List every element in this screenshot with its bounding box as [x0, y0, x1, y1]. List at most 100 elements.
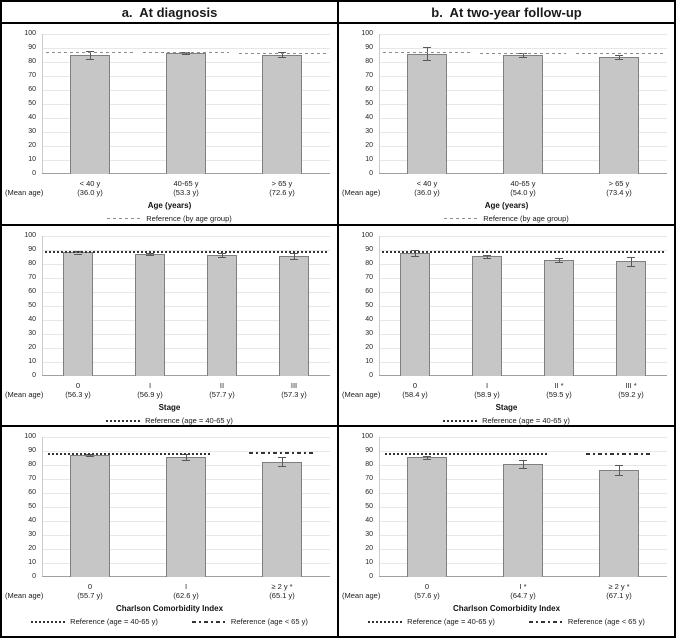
y-tick-label: 80	[28, 260, 36, 267]
y-tick-label: 20	[28, 344, 36, 351]
mean-age-value: (56.3 y)	[65, 390, 91, 399]
gridline	[42, 334, 330, 335]
y-tick-label: 40	[365, 517, 373, 524]
legend: Reference (by age group)	[2, 214, 337, 223]
y-tick-label: 60	[365, 489, 373, 496]
category-name: I	[184, 582, 188, 591]
y-tick-label: 0	[369, 573, 373, 580]
row-stage: 0 10 20 30 40 50 60 70 80 90 100 0 (56.3 y) I (56.9 y)…	[2, 226, 674, 427]
mean-age-row-label: (Mean age)	[342, 591, 381, 600]
gridline	[379, 250, 667, 251]
mean-age-value: (67.1 y)	[606, 591, 632, 600]
y-tick-label: 90	[365, 447, 373, 454]
reference-line	[576, 52, 663, 54]
error-bar-cap	[627, 266, 635, 268]
error-bar-cap	[615, 465, 623, 466]
y-tick-label: 10	[28, 358, 36, 365]
bar	[70, 55, 110, 174]
category-label: I * (64.7 y)	[478, 582, 568, 600]
mean-age-row-label: (Mean age)	[5, 188, 44, 197]
y-tick-label: 30	[28, 330, 36, 337]
bar	[407, 53, 447, 174]
category-name: III	[290, 381, 298, 390]
category-name: < 40 y	[79, 179, 101, 188]
legend-entry: Reference (age = 40-65 y)	[106, 416, 233, 425]
error-bar-cap	[519, 459, 527, 461]
gridline	[42, 264, 330, 265]
y-axis-line	[379, 437, 380, 577]
category-label: II (57.7 y)	[177, 381, 267, 399]
category-name: > 65 y	[271, 179, 293, 188]
category-label: > 65 y (72.6 y)	[237, 179, 327, 197]
error-bar-cap	[146, 253, 154, 255]
reference-line	[143, 52, 229, 54]
error-bar	[487, 254, 488, 258]
y-tick-label: 70	[28, 72, 36, 79]
legend-entry: Reference (age < 65 y)	[528, 617, 645, 626]
gridline	[379, 362, 667, 363]
y-tick-label: 30	[365, 330, 373, 337]
legend-label: Reference (age = 40-65 y)	[407, 617, 495, 626]
gridline	[379, 451, 667, 452]
mean-age-value: (62.6 y)	[173, 591, 199, 600]
bar	[262, 461, 302, 577]
legend: Reference (age = 40-65 y) Reference (age …	[2, 617, 337, 626]
x-axis-title: Charlson Comorbidity Index	[452, 604, 561, 613]
mean-age-row-label: (Mean age)	[342, 188, 381, 197]
gridline	[379, 334, 667, 335]
column-title-followup: b. At two-year follow-up	[339, 2, 674, 22]
bar	[135, 254, 165, 376]
y-tick-label: 10	[365, 559, 373, 566]
error-bar	[427, 455, 428, 459]
error-bar-cap	[218, 253, 226, 255]
reference-line	[44, 251, 328, 254]
error-bar-cap	[423, 455, 431, 457]
gridline	[379, 437, 667, 438]
error-bar	[523, 459, 524, 468]
gridline	[42, 250, 330, 251]
x-axis-title: Stage	[158, 403, 181, 412]
y-tick-label: 50	[365, 503, 373, 510]
legend-entry: Reference (age = 40-65 y)	[31, 617, 158, 626]
error-bar-cap	[555, 261, 563, 263]
y-tick-label: 60	[28, 288, 36, 295]
mean-age-value: (57.6 y)	[414, 591, 440, 600]
error-bar	[186, 454, 187, 460]
y-tick-label: 90	[365, 246, 373, 253]
gridline	[42, 48, 330, 49]
gridline	[379, 48, 667, 49]
dashdot-line-icon	[191, 620, 226, 623]
error-bar-cap	[483, 254, 491, 256]
chart-panel-age-followup: 0 10 20 30 40 50 60 70 80 90 100 < 40 y (36.0 y) 40-6…	[339, 24, 674, 224]
gridline	[42, 451, 330, 452]
chart-panel-cci-followup: 0 10 20 30 40 50 60 70 80 90 100 0 (57.6 y) I * (64.7 …	[339, 427, 674, 636]
y-axis-line	[42, 437, 43, 577]
bar	[207, 254, 237, 376]
bar	[166, 456, 206, 577]
gridline	[42, 292, 330, 293]
dotted-line-icon	[31, 620, 66, 623]
gridline	[379, 292, 667, 293]
y-tick-label: 70	[365, 475, 373, 482]
error-bar	[150, 253, 151, 256]
reference-line	[249, 452, 313, 455]
error-bar-cap	[86, 455, 94, 457]
category-name: I *	[519, 582, 527, 591]
category-label: > 65 y (73.4 y)	[574, 179, 664, 197]
y-tick-label: 100	[361, 30, 373, 37]
x-axis-line	[379, 375, 667, 376]
error-bar-cap	[86, 59, 94, 61]
error-bar-cap	[278, 56, 286, 58]
gridline	[42, 362, 330, 363]
column-title-label: b. At two-year follow-up	[431, 4, 582, 20]
column-title-diagnosis: a. At diagnosis	[2, 2, 339, 22]
bar	[503, 55, 543, 174]
category-name: I	[148, 381, 152, 390]
dotted-line-icon	[106, 419, 141, 422]
error-bar	[90, 50, 91, 60]
reference-line	[480, 52, 566, 54]
gridline	[379, 348, 667, 349]
y-tick-label: 0	[32, 372, 36, 379]
mean-age-value: (64.7 y)	[510, 591, 536, 600]
category-label: I (62.6 y)	[141, 582, 231, 600]
